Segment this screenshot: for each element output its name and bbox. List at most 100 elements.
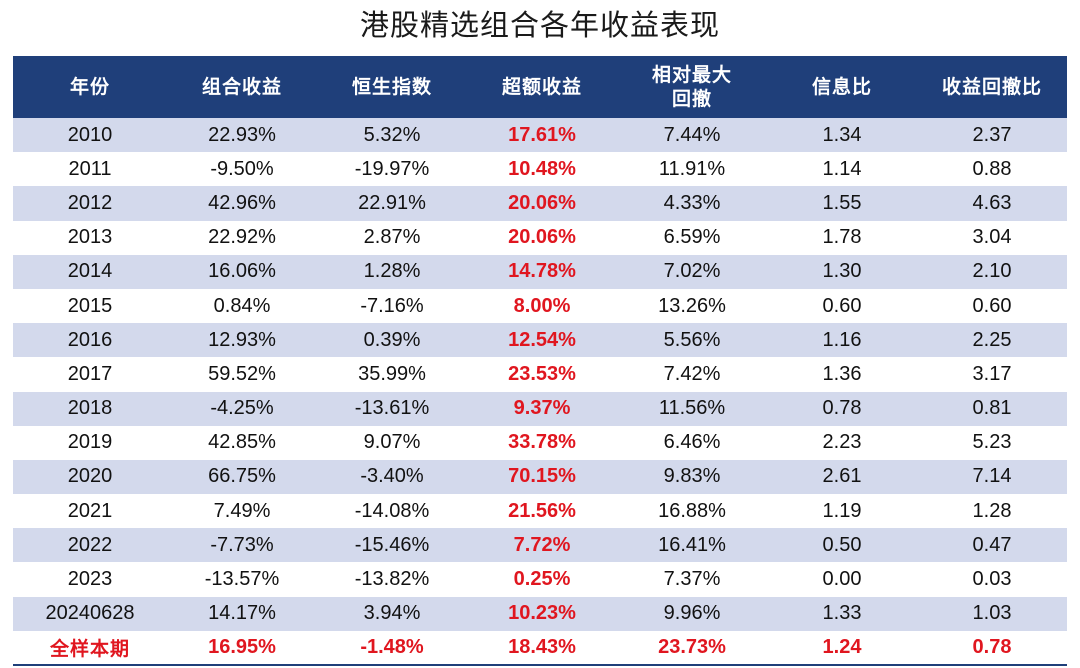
cell-return-drawdown-ratio: 1.28: [972, 499, 1012, 522]
header-hang-seng-index: 恒生指数: [351, 76, 432, 98]
cell-year: 2012: [67, 191, 113, 214]
cell-return-drawdown-ratio: 0.88: [972, 157, 1012, 180]
cell-relative-max-drawdown: 6.46%: [663, 431, 721, 454]
cell-information-ratio: 1.14: [822, 157, 862, 180]
cell-relative-max-drawdown: 5.56%: [663, 328, 721, 351]
total-cell-excess-return: 18.43%: [508, 636, 576, 659]
cell-hang-seng-index: -15.46%: [354, 533, 430, 556]
cell-information-ratio: 1.30: [822, 260, 862, 283]
header-year: 年份: [69, 76, 110, 98]
cell-relative-max-drawdown: 6.59%: [663, 226, 721, 249]
cell-year: 2014: [67, 260, 113, 283]
cell-information-ratio: 1.33: [822, 602, 862, 625]
cell-return-drawdown-ratio: 0.81: [972, 397, 1012, 420]
header-portfolio-return: 组合收益: [201, 76, 282, 98]
cell-year: 2022: [67, 533, 113, 556]
table-row: 2020 66.75% -3.40% 70.15% 9.83% 2.61 7.14: [13, 459, 1067, 495]
cell-hang-seng-index: 3.94%: [363, 602, 421, 625]
cell-relative-max-drawdown: 16.88%: [658, 499, 726, 522]
total-cell-hang-seng-index: -1.48%: [360, 636, 424, 659]
cell-return-drawdown-ratio: 7.14: [972, 465, 1012, 488]
cell-excess-return: 20.06%: [508, 226, 576, 249]
table-row: 2022 -7.73% -15.46% 7.72% 16.41% 0.50 0.47: [13, 528, 1067, 563]
table-row: 2019 42.85% 9.07% 33.78% 6.46% 2.23 5.23: [13, 425, 1067, 460]
cell-excess-return: 12.54%: [508, 328, 576, 351]
cell-relative-max-drawdown: 9.83%: [663, 465, 721, 488]
cell-year: 2015: [67, 294, 113, 317]
header-relative-max-drawdown: 相对最大 回撤: [617, 56, 767, 118]
cell-portfolio-return: -9.50%: [210, 157, 274, 180]
cell-relative-max-drawdown: 7.02%: [663, 260, 721, 283]
table-row: 2015 0.84% -7.16% 8.00% 13.26% 0.60 0.60: [13, 288, 1067, 324]
cell-information-ratio: 1.34: [822, 123, 862, 146]
cell-relative-max-drawdown: 16.41%: [658, 533, 726, 556]
cell-year: 2016: [67, 328, 113, 351]
cell-information-ratio: 2.23: [822, 431, 862, 454]
header-relative-max-drawdown-line1: 相对最大: [651, 64, 732, 86]
cell-return-drawdown-ratio: 3.04: [972, 226, 1012, 249]
cell-hang-seng-index: -13.61%: [354, 397, 430, 420]
cell-year: 2020: [67, 465, 113, 488]
cell-return-drawdown-ratio: 2.25: [972, 328, 1012, 351]
table-row: 2014 16.06% 1.28% 14.78% 7.02% 1.30 2.10: [13, 254, 1067, 289]
cell-excess-return: 8.00%: [513, 294, 571, 317]
cell-portfolio-return: 14.17%: [208, 602, 276, 625]
cell-year: 2021: [67, 499, 113, 522]
cell-excess-return: 0.25%: [513, 568, 571, 591]
cell-year: 2018: [67, 397, 113, 420]
cell-relative-max-drawdown: 9.96%: [663, 602, 721, 625]
cell-return-drawdown-ratio: 0.03: [972, 568, 1012, 591]
cell-relative-max-drawdown: 7.44%: [663, 123, 721, 146]
cell-hang-seng-index: -19.97%: [354, 157, 430, 180]
cell-portfolio-return: 22.92%: [208, 226, 276, 249]
cell-relative-max-drawdown: 13.26%: [658, 294, 726, 317]
cell-information-ratio: 1.19: [822, 499, 862, 522]
cell-excess-return: 10.48%: [508, 157, 576, 180]
cell-return-drawdown-ratio: 4.63: [972, 191, 1012, 214]
table-row: 2013 22.92% 2.87% 20.06% 6.59% 1.78 3.04: [13, 220, 1067, 255]
total-cell-year: 全样本期: [49, 638, 130, 661]
cell-excess-return: 14.78%: [508, 260, 576, 283]
cell-excess-return: 7.72%: [513, 533, 571, 556]
cell-year: 2019: [67, 431, 113, 454]
cell-information-ratio: 0.60: [822, 294, 862, 317]
cell-return-drawdown-ratio: 0.47: [972, 533, 1012, 556]
table-row: 20240628 14.17% 3.94% 10.23% 9.96% 1.33 1.03: [13, 596, 1067, 631]
total-cell-return-drawdown-ratio: 0.78: [972, 636, 1012, 659]
cell-portfolio-return: 42.85%: [208, 431, 276, 454]
cell-portfolio-return: 16.06%: [208, 260, 276, 283]
cell-information-ratio: 1.16: [822, 328, 862, 351]
cell-excess-return: 17.61%: [508, 123, 576, 146]
cell-hang-seng-index: 22.91%: [358, 191, 426, 214]
cell-hang-seng-index: -3.40%: [360, 465, 424, 488]
cell-hang-seng-index: 2.87%: [363, 226, 421, 249]
cell-excess-return: 23.53%: [508, 362, 576, 385]
cell-information-ratio: 1.78: [822, 226, 862, 249]
cell-portfolio-return: -13.57%: [204, 568, 280, 591]
cell-portfolio-return: -4.25%: [210, 397, 274, 420]
cell-portfolio-return: 12.93%: [208, 328, 276, 351]
cell-excess-return: 9.37%: [513, 397, 571, 420]
cell-portfolio-return: 59.52%: [208, 362, 276, 385]
cell-year: 2010: [67, 123, 113, 146]
cell-return-drawdown-ratio: 5.23: [972, 431, 1012, 454]
cell-year: 2011: [68, 157, 112, 180]
table-row: 2018 -4.25% -13.61% 9.37% 11.56% 0.78 0.81: [13, 391, 1067, 426]
cell-year: 2017: [67, 362, 113, 385]
table-title: 港股精选组合各年收益表现: [359, 8, 720, 42]
cell-year: 2013: [67, 226, 113, 249]
total-cell-portfolio-return: 16.95%: [208, 636, 276, 659]
cell-return-drawdown-ratio: 2.10: [972, 260, 1012, 283]
table-row: 2021 7.49% -14.08% 21.56% 16.88% 1.19 1.28: [13, 494, 1067, 529]
cell-information-ratio: 1.36: [822, 362, 862, 385]
performance-table: 年份 组合收益 恒生指数 超额收益 相对最大 回撤 信息比 收益回撤比 2010…: [13, 56, 1067, 665]
cell-portfolio-return: 7.49%: [213, 499, 271, 522]
cell-hang-seng-index: -14.08%: [354, 499, 430, 522]
table-bottom-rule: [13, 664, 1067, 666]
cell-excess-return: 21.56%: [508, 499, 576, 522]
cell-portfolio-return: 0.84%: [213, 294, 271, 317]
cell-portfolio-return: -7.73%: [210, 533, 274, 556]
header-return-drawdown-ratio: 收益回撤比: [941, 76, 1042, 98]
cell-return-drawdown-ratio: 0.60: [972, 294, 1012, 317]
cell-relative-max-drawdown: 11.56%: [658, 397, 726, 420]
